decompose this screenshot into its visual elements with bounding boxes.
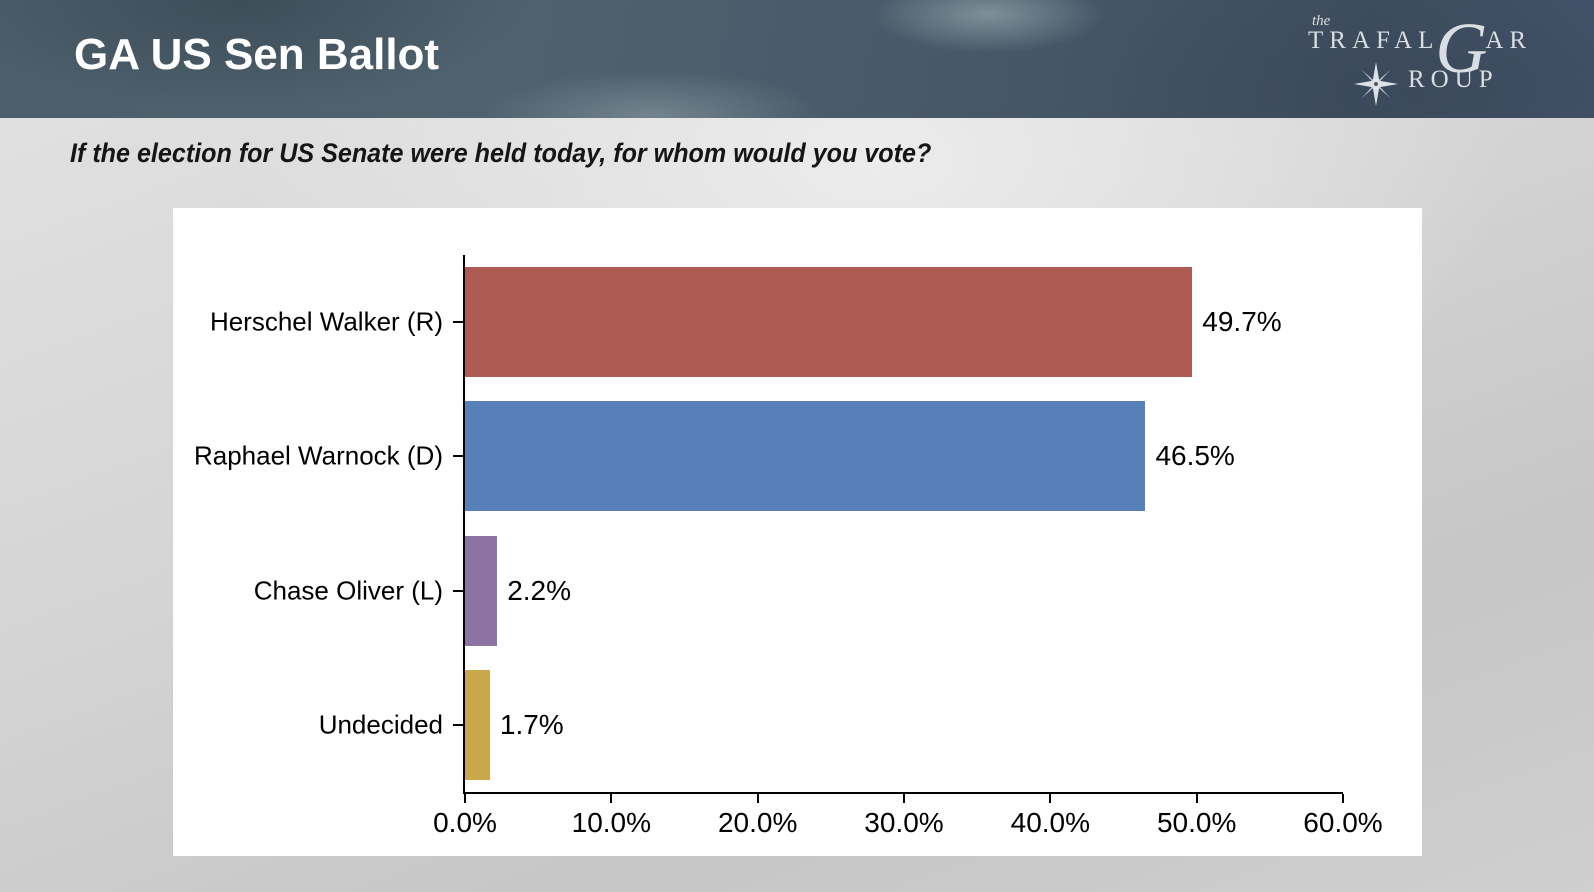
bar xyxy=(465,401,1146,512)
logo-text-roup: ROUP xyxy=(1408,66,1499,93)
x-axis-tick xyxy=(610,794,613,803)
x-axis-tick-label: 60.0% xyxy=(1303,807,1383,838)
x-axis-tick-label: 30.0% xyxy=(864,807,944,838)
poll-question: If the election for US Senate were held … xyxy=(70,138,932,168)
logo-text-ar: AR xyxy=(1485,27,1533,54)
bar xyxy=(465,669,490,780)
value-label: 49.7% xyxy=(1202,306,1282,338)
x-axis-tick xyxy=(464,794,466,803)
x-axis-tick-label: 40.0% xyxy=(1010,807,1091,838)
category-label: Chase Oliver (L) xyxy=(253,575,443,606)
logo-word-the: the xyxy=(1312,13,1331,29)
plot-area: Herschel Walker (R) 49.7% Raphael Warnock … xyxy=(194,255,1383,838)
bar xyxy=(465,267,1193,378)
logo-row-trafalgar: TRAFALGAR xyxy=(1308,8,1533,88)
page-title: GA US Sen Ballot xyxy=(74,30,440,79)
x-axis-tick xyxy=(1195,794,1198,803)
category-label: Raphael Warnock (D) xyxy=(193,440,443,471)
bar-row: Herschel Walker (R) 49.7% xyxy=(210,255,1343,389)
chart-panel: Herschel Walker (R) 49.7% Raphael Warnock … xyxy=(173,208,1422,856)
category-label: Herschel Walker (R) xyxy=(209,306,443,337)
x-axis-tick-label: 20.0% xyxy=(717,807,798,838)
x-axis-tick-label: 50.0% xyxy=(1156,807,1237,838)
compass-rose-icon xyxy=(1354,62,1398,106)
bar xyxy=(465,535,498,646)
trafalgar-group-logo: the TRAFALGAR ROUP xyxy=(1270,10,1530,110)
x-axis-tick xyxy=(756,794,759,803)
x-axis-tick xyxy=(903,794,905,803)
value-label: 1.7% xyxy=(499,708,564,740)
category-label: Undecided xyxy=(318,709,443,740)
category-tick xyxy=(453,723,463,726)
logo-text-trafal: TRAFAL xyxy=(1308,27,1440,54)
bar-row: Chase Oliver (L) 2.2% xyxy=(254,524,1343,658)
x-axis-tick-label: 0.0% xyxy=(433,807,497,838)
value-label: 46.5% xyxy=(1155,440,1235,472)
value-label: 2.2% xyxy=(507,574,572,606)
header-banner: GA US Sen Ballot the TRAFALGAR ROUP xyxy=(0,0,1594,118)
bar-row: Undecided 1.7% xyxy=(319,658,1343,792)
x-axis-tick xyxy=(1342,794,1344,803)
category-tick xyxy=(453,455,463,458)
category-tick xyxy=(453,321,463,324)
x-axis-tick-label: 10.0% xyxy=(571,807,652,838)
bar-row: Raphael Warnock (D) 46.5% xyxy=(194,389,1343,523)
category-tick xyxy=(453,589,463,592)
x-axis-tick xyxy=(1049,794,1052,803)
